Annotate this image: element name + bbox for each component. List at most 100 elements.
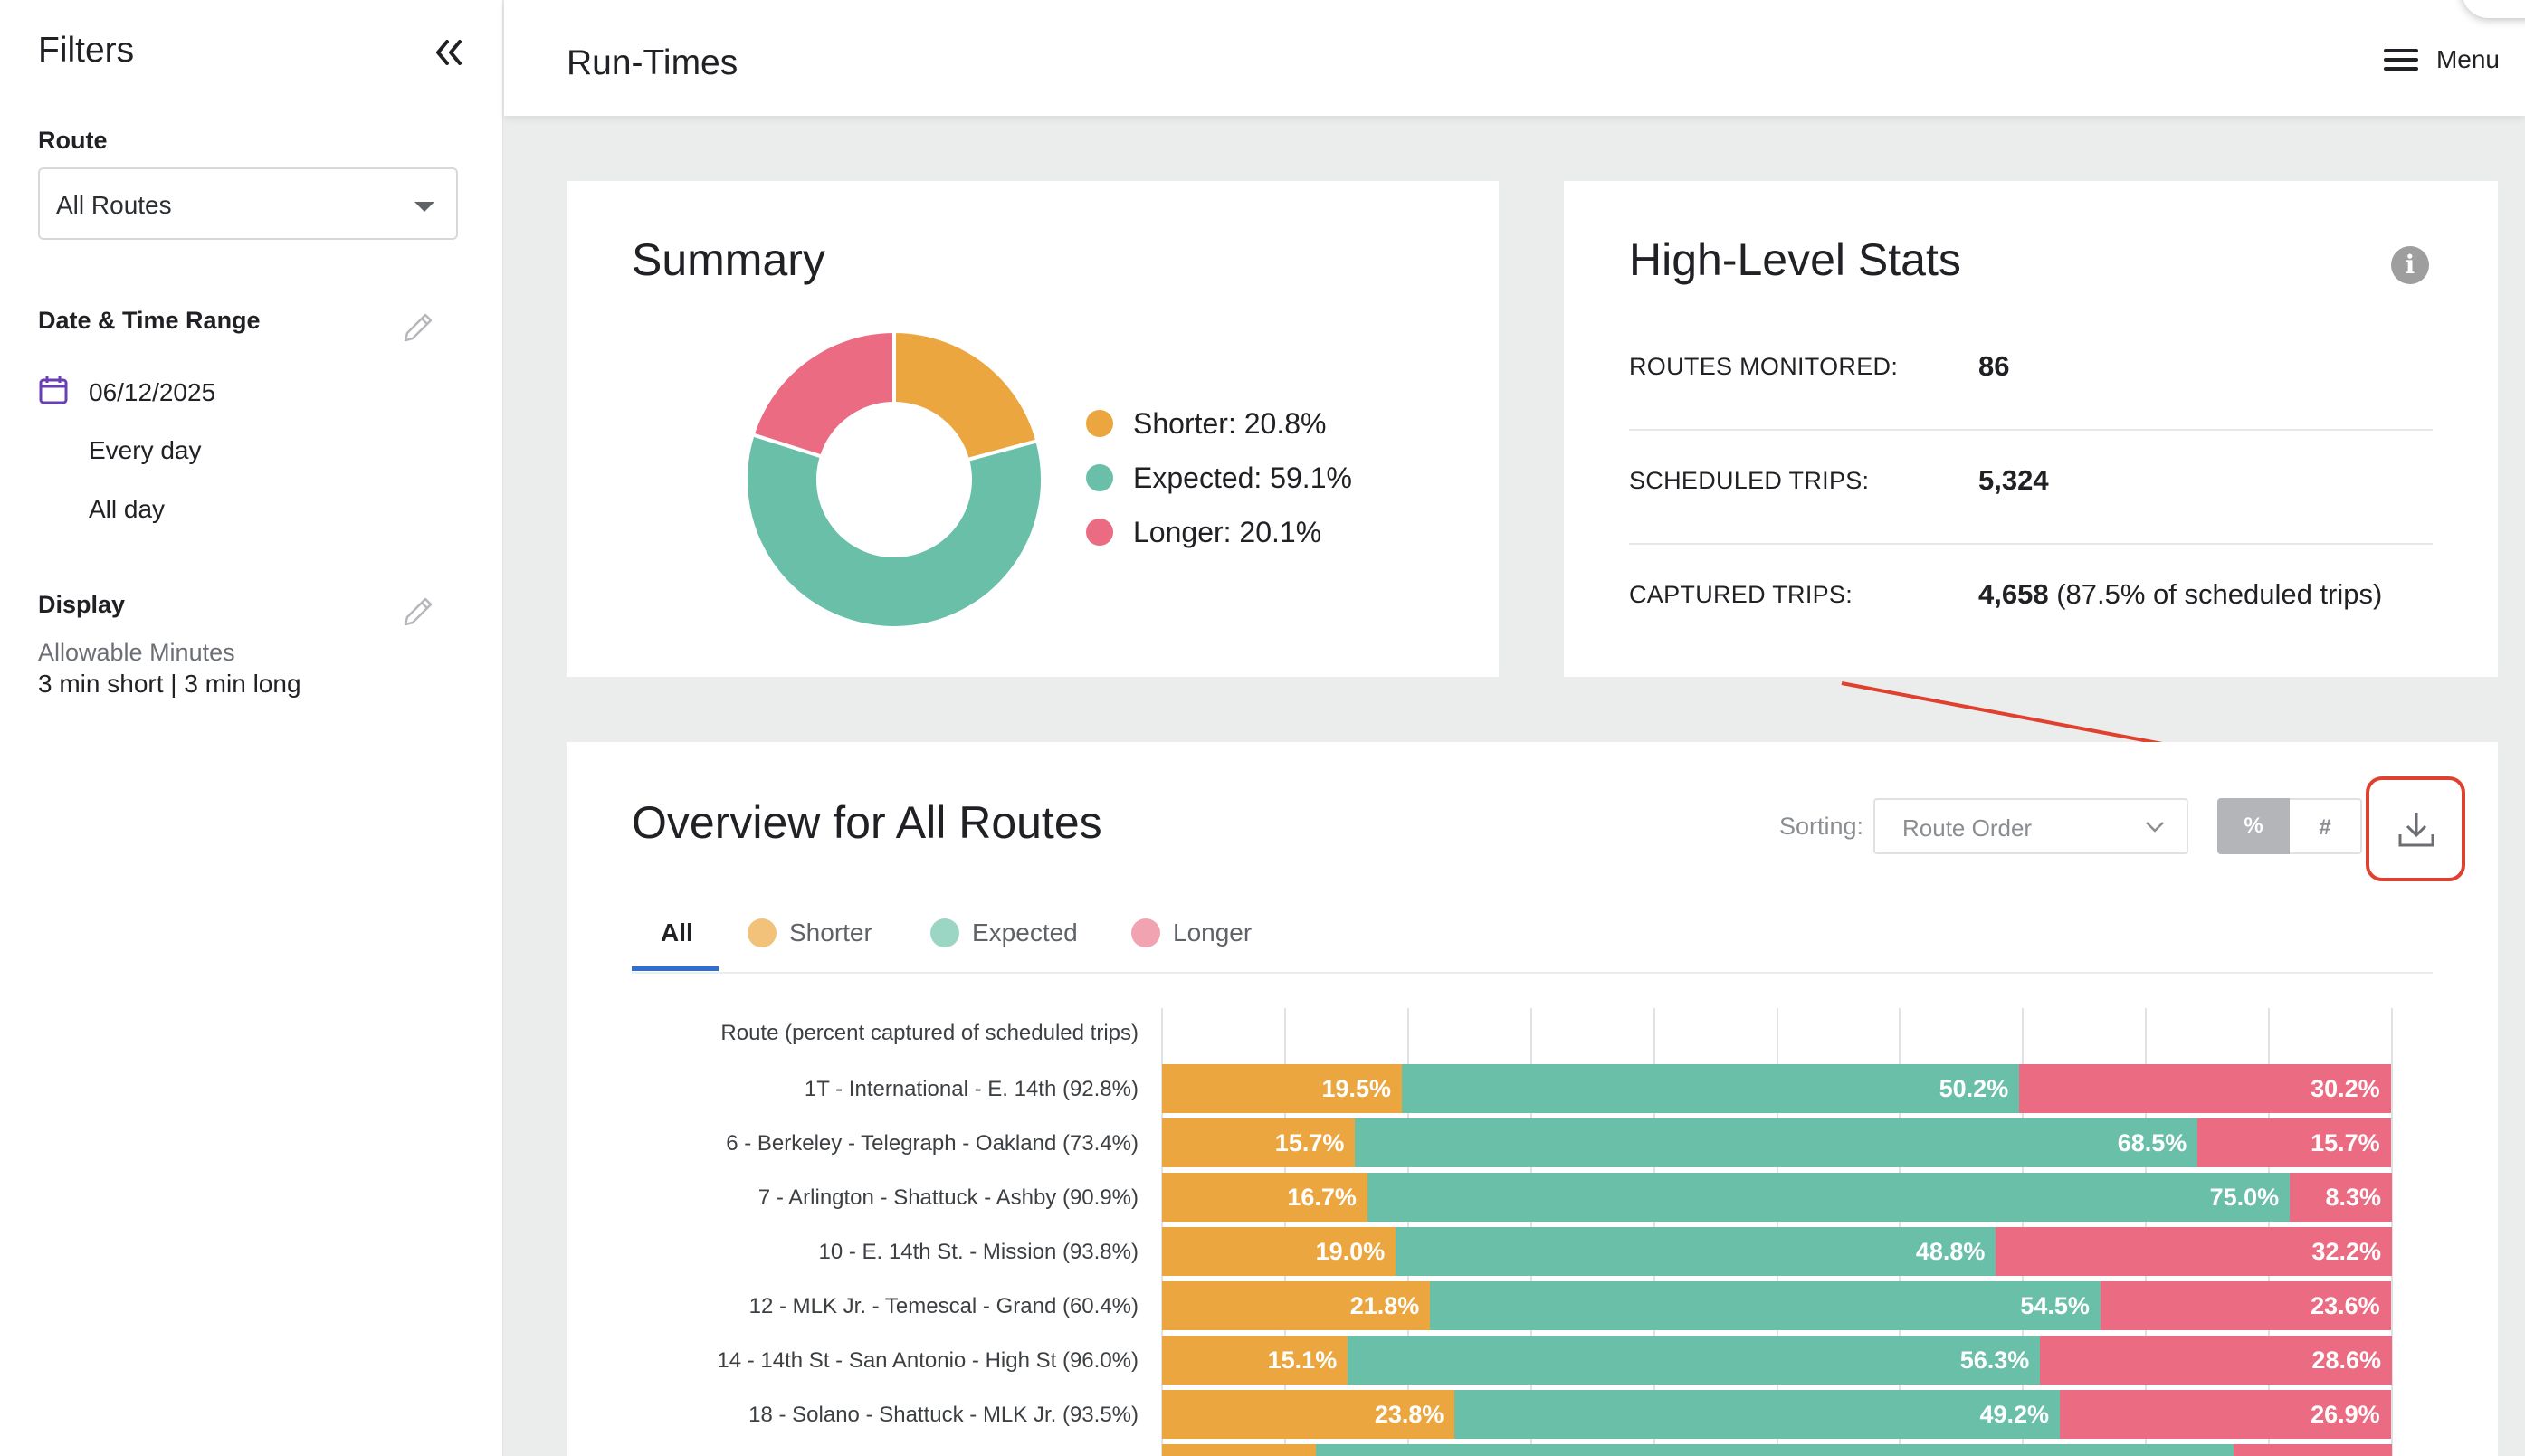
stat-value: 5,324 [1978, 464, 2049, 496]
legend-expected: Expected: 59.1% [1086, 460, 1352, 496]
route-label: 10 - E. 14th St. - Mission (93.8%) [818, 1240, 1139, 1264]
bar-value-label: 26.9% [2311, 1401, 2380, 1428]
stat-row-routes: ROUTES MONITORED: 86 [1629, 317, 2433, 431]
bar-value-label: 75.0% [2209, 1184, 2280, 1211]
bar-value-label: 50.2% [1939, 1075, 2009, 1102]
selected-days: Every day [89, 436, 202, 464]
tab-expected-label: Expected [972, 918, 1078, 947]
stat-value: 86 [1978, 350, 2010, 382]
bar-value-label: 21.8% [1349, 1292, 1420, 1319]
bar-segment [1162, 1444, 1316, 1456]
route-select[interactable]: All Routes [38, 167, 458, 240]
summary-donut-chart [744, 328, 1044, 630]
legend-longer: Longer: 20.1% [1086, 514, 1321, 550]
bar-value-label: 15.7% [2311, 1129, 2380, 1156]
allowable-minutes-value: 3 min short | 3 min long [38, 670, 301, 698]
stats-title: High-Level Stats [1629, 234, 1961, 285]
caret-down-icon [414, 202, 434, 212]
bar-segment-expected[interactable] [1396, 1227, 1996, 1276]
donut-slice-shorter[interactable] [892, 328, 1040, 462]
bar-value-label: 23.8% [1374, 1401, 1444, 1428]
longer-dot-icon [1086, 519, 1113, 546]
sorting-select[interactable]: Route Order [1873, 798, 2188, 854]
bar-segment-shorter[interactable] [1162, 1064, 1402, 1113]
tab-all[interactable]: All [661, 896, 693, 970]
percent-toggle[interactable]: % [2217, 798, 2290, 854]
bar-segment-expected[interactable] [1367, 1173, 2291, 1222]
next-row-peek [1162, 1444, 2392, 1456]
stat-label: ROUTES MONITORED: [1629, 353, 1899, 380]
bar-segment-expected[interactable] [1348, 1336, 2041, 1385]
bar-segment-shorter[interactable] [1162, 1173, 1367, 1222]
bar-value-label: 30.2% [2311, 1075, 2380, 1102]
divider [1629, 543, 2433, 545]
download-button[interactable] [2366, 776, 2465, 881]
bar-segment-expected[interactable] [1402, 1064, 2020, 1113]
filters-sidebar: Filters Route All Routes Date & Time Ran… [0, 0, 503, 1456]
bar-segment-shorter[interactable] [1162, 1227, 1396, 1276]
bar-segment-longer[interactable] [2290, 1173, 2392, 1222]
donut-slice-expected[interactable] [744, 432, 1044, 630]
divider [632, 972, 2433, 974]
tab-expected[interactable]: Expected [930, 896, 1078, 970]
legend-longer-label: Longer: 20.1% [1133, 515, 1322, 548]
tab-longer-label: Longer [1173, 918, 1253, 947]
bar-segment-expected[interactable] [1454, 1390, 2061, 1439]
bar-segment-shorter[interactable] [1162, 1390, 1455, 1439]
selected-date: 06/12/2025 [89, 378, 216, 406]
edit-display-pencil-icon[interactable] [398, 592, 438, 632]
bar-value-label: 48.8% [1915, 1238, 1986, 1265]
download-icon [2398, 813, 2434, 847]
menu-button[interactable]: Menu [2383, 42, 2500, 78]
bar-segment [2233, 1444, 2392, 1456]
info-icon[interactable]: i [2391, 246, 2429, 284]
tab-longer[interactable]: Longer [1131, 896, 1252, 970]
legend-shorter: Shorter: 20.8% [1086, 405, 1326, 442]
bar-value-label: 16.7% [1287, 1184, 1357, 1211]
bar-segment-longer[interactable] [2100, 1281, 2391, 1330]
bar-segment-longer[interactable] [1996, 1227, 2392, 1276]
bar-value-label: 23.6% [2311, 1292, 2380, 1319]
bar-segment-longer[interactable] [2197, 1118, 2391, 1167]
stat-row-scheduled: SCHEDULED TRIPS: 5,324 [1629, 431, 2433, 545]
route-label: 14 - 14th St - San Antonio - High St (96… [717, 1348, 1139, 1373]
longer-dot-icon [1131, 918, 1160, 947]
bar-segment-shorter[interactable] [1162, 1336, 1348, 1385]
stat-row-captured: CAPTURED TRIPS: 4,658 (87.5% of schedule… [1629, 545, 2433, 659]
tab-shorter-label: Shorter [789, 918, 872, 947]
bar-segment-longer[interactable] [2040, 1336, 2392, 1385]
menu-label: Menu [2435, 45, 2500, 73]
bar-segment-shorter[interactable] [1162, 1281, 1431, 1330]
shorter-dot-icon [748, 918, 777, 947]
bar-value-label: 19.5% [1321, 1075, 1391, 1102]
count-toggle[interactable]: # [2290, 798, 2362, 854]
sorting-label: Sorting: [1779, 813, 1864, 840]
hamburger-icon [2383, 47, 2418, 72]
chevron-down-icon [2143, 814, 2167, 838]
route-label: 12 - MLK Jr. - Temescal - Grand (60.4%) [748, 1294, 1139, 1318]
bar-value-label: 8.3% [2325, 1184, 2381, 1211]
donut-slice-longer[interactable] [750, 328, 896, 460]
bar-segment-longer[interactable] [2060, 1390, 2391, 1439]
summary-title: Summary [632, 234, 825, 285]
selected-times: All day [89, 495, 166, 523]
expected-dot-icon [930, 918, 959, 947]
bar-value-label: 32.2% [2311, 1238, 2381, 1265]
bar-segment-shorter[interactable] [1162, 1118, 1356, 1167]
legend-expected-label: Expected: 59.1% [1133, 461, 1352, 494]
stat-label: SCHEDULED TRIPS: [1629, 467, 1870, 494]
top-bar: Run-Times Menu [504, 0, 2525, 116]
edit-date-range-pencil-icon[interactable] [398, 308, 438, 347]
route-column-header: Route (percent captured of scheduled tri… [720, 1021, 1139, 1045]
bar-segment-longer[interactable] [2019, 1064, 2391, 1113]
bar-segment-expected[interactable] [1430, 1281, 2101, 1330]
tab-shorter[interactable]: Shorter [748, 896, 872, 970]
bar-segment-expected[interactable] [1355, 1118, 2198, 1167]
corner-popup-edge [2462, 0, 2525, 18]
bar-value-label: 49.2% [1979, 1401, 2050, 1428]
stat-label: CAPTURED TRIPS: [1629, 581, 1853, 608]
collapse-sidebar-icon[interactable] [425, 33, 471, 72]
page-title: Run-Times [567, 43, 738, 82]
allowable-minutes-label: Allowable Minutes [38, 639, 235, 666]
expected-dot-icon [1086, 464, 1113, 491]
